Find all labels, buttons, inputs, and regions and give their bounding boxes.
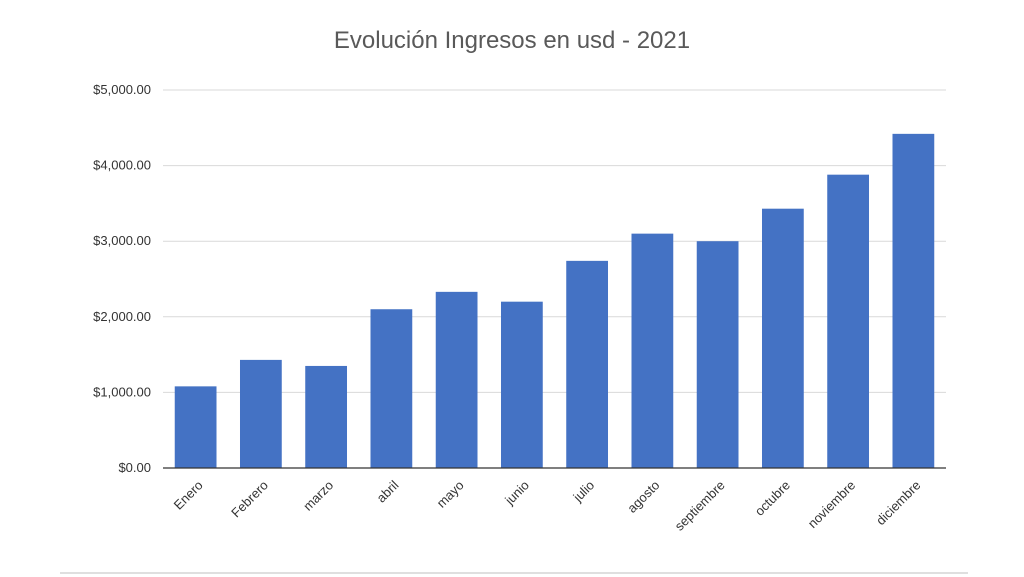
x-tick-label: julio (570, 478, 598, 506)
x-tick-label: octubre (752, 478, 793, 519)
y-tick-label: $4,000.00 (93, 158, 151, 173)
chart-title: Evolución Ingresos en usd - 2021 (334, 27, 690, 54)
y-tick-label: $1,000.00 (93, 384, 151, 399)
gridlines (163, 89, 946, 393)
y-tick-label: $2,000.00 (93, 309, 151, 324)
bar-octubre (761, 208, 804, 468)
y-tick-label: $0.00 (118, 460, 151, 475)
bar-enero (174, 386, 217, 468)
y-tick-label: $5,000.00 (93, 82, 151, 97)
y-axis-ticks: $0.00 $1,000.00 $2,000.00 $3,000.00 $4,000.0… (93, 82, 151, 475)
bar-julio (566, 260, 609, 468)
bar-noviembre (827, 174, 870, 468)
x-tick-label: Febrero (228, 478, 271, 521)
x-tick-label: Enero (171, 478, 206, 513)
bar-agosto (631, 233, 674, 468)
x-tick-label: septiembre (672, 478, 728, 534)
bar-mayo (435, 291, 478, 468)
bar-febrero (239, 359, 282, 468)
bar-septiembre (696, 241, 739, 468)
bar-marzo (305, 365, 348, 468)
y-tick-label: $3,000.00 (93, 233, 151, 248)
bar-junio (500, 301, 543, 468)
x-axis-ticks: Enero Febrero marzo abril mayo junio julio agos… (171, 477, 924, 533)
x-tick-label: abril (374, 477, 402, 505)
bars (174, 133, 935, 468)
bar-diciembre (892, 133, 935, 468)
x-tick-label: marzo (300, 478, 336, 514)
x-tick-label: agosto (624, 478, 662, 516)
x-tick-label: noviembre (805, 478, 859, 532)
x-tick-label: diciembre (873, 478, 923, 528)
x-tick-label: junio (501, 478, 532, 509)
x-tick-label: mayo (434, 478, 467, 511)
bar-abril (370, 309, 413, 468)
